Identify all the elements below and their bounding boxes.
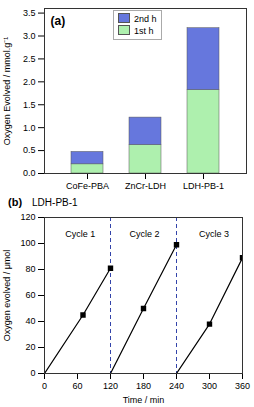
svg-text:240: 240 (169, 381, 184, 391)
svg-text:(a): (a) (51, 14, 66, 28)
svg-text:ZnCr-LDH: ZnCr-LDH (125, 181, 166, 191)
svg-text:2.5: 2.5 (23, 54, 36, 64)
html-text:LDH-PB-1: LDH-PB-1 (32, 197, 78, 208)
svg-text:3.5: 3.5 (23, 8, 36, 18)
svg-text:3.0: 3.0 (23, 31, 36, 41)
svg-text:20: 20 (25, 342, 35, 352)
svg-text:120: 120 (103, 381, 118, 391)
svg-text:1.0: 1.0 (23, 123, 36, 133)
svg-text:0: 0 (30, 368, 35, 378)
svg-text:120: 120 (20, 212, 35, 222)
svg-text:Cycle 1: Cycle 1 (65, 229, 95, 239)
svg-text:300: 300 (202, 381, 217, 391)
html-text:2nd h: 2nd h (134, 14, 157, 24)
svg-text:360: 360 (235, 381, 250, 391)
html-text:1st h: 1st h (134, 26, 154, 36)
svg-text:LDH-PB-1: LDH-PB-1 (183, 181, 224, 191)
svg-text:Cycle 2: Cycle 2 (130, 229, 160, 239)
svg-text:60: 60 (72, 381, 82, 391)
svg-text:180: 180 (136, 381, 151, 391)
svg-text:1.5: 1.5 (23, 100, 36, 110)
html-text:(b): (b) (8, 196, 22, 208)
svg-text:Oxygen Evolved / mmol.g⁻¹: Oxygen Evolved / mmol.g⁻¹ (2, 37, 12, 146)
svg-text:Time / min: Time / min (123, 395, 165, 405)
svg-text:2.0: 2.0 (23, 77, 36, 87)
svg-text:0: 0 (42, 381, 47, 391)
svg-text:Oxygen evolved / μmol: Oxygen evolved / μmol (2, 250, 12, 342)
svg-text:0.5: 0.5 (23, 145, 36, 155)
svg-text:80: 80 (25, 264, 35, 274)
svg-text:Cycle 3: Cycle 3 (199, 229, 229, 239)
svg-text:CoFe-PBA: CoFe-PBA (66, 181, 109, 191)
svg-text:0.0: 0.0 (23, 168, 36, 178)
svg-text:40: 40 (25, 316, 35, 326)
svg-text:60: 60 (25, 290, 35, 300)
svg-text:100: 100 (20, 238, 35, 248)
